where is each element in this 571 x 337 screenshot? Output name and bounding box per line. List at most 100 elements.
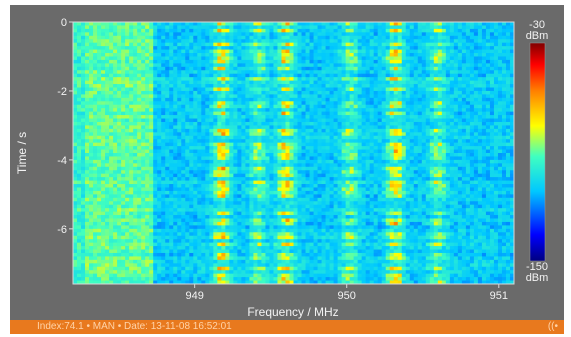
heatmap-cell [237, 84, 242, 88]
heatmap-cell [165, 56, 170, 61]
heatmap-cell [209, 73, 214, 78]
heatmap-cell [345, 121, 350, 126]
heatmap-cell [341, 94, 346, 99]
heatmap-cell [365, 22, 371, 26]
heatmap-cell [113, 66, 118, 71]
heatmap-cell [501, 25, 507, 30]
heatmap-cell [93, 128, 98, 133]
heatmap-cell [397, 25, 403, 30]
heatmap-cell [313, 97, 318, 102]
heatmap-cell [401, 56, 407, 61]
heatmap-cell [193, 94, 198, 99]
heatmap-cell [185, 49, 190, 54]
heatmap-cell [121, 163, 126, 168]
heatmap-cell [113, 121, 118, 126]
heatmap-cell [449, 125, 455, 130]
heatmap-cell [197, 97, 202, 102]
heatmap-cell [177, 22, 182, 26]
heatmap-cell [361, 132, 367, 137]
heatmap-cell [433, 66, 439, 71]
heatmap-cell [441, 70, 447, 75]
heatmap-cell [429, 118, 435, 123]
heatmap-cell [121, 121, 126, 126]
heatmap-cell [345, 94, 350, 99]
heatmap-cell [85, 63, 90, 68]
heatmap-cell [373, 170, 379, 175]
heatmap-cell [265, 46, 270, 50]
heatmap-cell [493, 170, 499, 175]
heatmap-cell [193, 42, 198, 47]
heatmap-cell [381, 125, 387, 130]
heatmap-cell [433, 146, 439, 150]
heatmap-cell [429, 166, 435, 171]
heatmap-cell [333, 108, 338, 112]
heatmap-cell [105, 125, 110, 130]
heatmap-cell [273, 149, 278, 154]
heatmap-cell [433, 35, 439, 40]
heatmap-cell [477, 84, 483, 88]
heatmap-cell [409, 142, 415, 147]
heatmap-cell [285, 87, 290, 92]
heatmap-cell [81, 177, 86, 181]
heatmap-cell [285, 39, 290, 44]
heatmap-cell [477, 156, 483, 161]
heatmap-cell [129, 70, 134, 75]
heatmap-cell [301, 25, 306, 30]
heatmap-cell [429, 35, 435, 40]
heatmap-cell [361, 111, 367, 116]
heatmap-cell [237, 173, 242, 178]
heatmap-cell [165, 121, 170, 126]
heatmap-cell [405, 170, 411, 175]
heatmap-cell [229, 32, 234, 37]
heatmap-cell [441, 87, 447, 92]
heatmap-cell [161, 115, 166, 119]
heatmap-cell [213, 139, 218, 144]
heatmap-cell [441, 59, 447, 64]
heatmap-cell [493, 25, 499, 30]
heatmap-cell [365, 173, 371, 178]
heatmap-cell [85, 111, 90, 116]
heatmap-cell [477, 46, 483, 50]
heatmap-cell [389, 166, 395, 171]
heatmap-cell [133, 163, 138, 168]
heatmap-cell [429, 135, 435, 140]
heatmap-cell [257, 77, 262, 81]
heatmap-cell [481, 84, 487, 88]
heatmap-cell [461, 32, 467, 37]
heatmap-cell [197, 87, 202, 92]
heatmap-cell [85, 84, 90, 88]
heatmap-cell [505, 63, 511, 68]
heatmap-cell [305, 97, 310, 102]
heatmap-cell [105, 66, 110, 71]
heatmap-cell [369, 139, 375, 144]
heatmap-cell [169, 35, 174, 40]
heatmap-cell [333, 121, 338, 126]
heatmap-cell [369, 94, 375, 99]
heatmap-cell [385, 39, 391, 44]
heatmap-cell [89, 46, 94, 50]
heatmap-cell [293, 159, 298, 164]
heatmap-cell [389, 35, 395, 40]
heatmap-cell [253, 32, 258, 37]
heatmap-cell [89, 166, 94, 171]
heatmap-cell [261, 53, 266, 57]
heatmap-cell [353, 108, 358, 112]
heatmap-cell [405, 156, 411, 161]
heatmap-cell [453, 111, 459, 116]
heatmap-cell [453, 132, 459, 137]
heatmap-cell [121, 142, 126, 147]
heatmap-cell [125, 128, 130, 133]
heatmap-cell [501, 35, 507, 40]
heatmap-cell [429, 128, 435, 133]
heatmap-cell [385, 35, 391, 40]
heatmap-cell [237, 42, 242, 47]
heatmap-cell [341, 39, 346, 44]
heatmap-cell [113, 118, 118, 123]
heatmap-cell [165, 146, 170, 150]
heatmap-cell [325, 111, 330, 116]
heatmap-cell [341, 101, 346, 106]
heatmap-cell [141, 173, 146, 178]
heatmap-cell [265, 90, 270, 95]
heatmap-cell [393, 170, 399, 175]
heatmap-cell [381, 156, 387, 161]
